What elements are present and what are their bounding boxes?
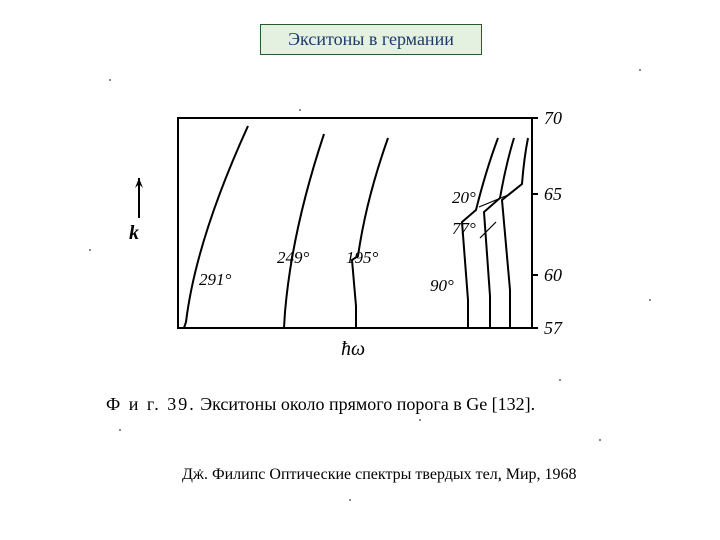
svg-text:65: 65 [544,184,562,204]
svg-text:60: 60 [544,265,562,285]
svg-text:70: 70 [544,108,562,128]
svg-text:20°: 20° [452,188,476,207]
x-axis-label: ħω [341,338,365,361]
svg-text:291°: 291° [199,270,232,289]
caption-prefix: Ф и г. 39. [106,394,196,414]
figure-caption: Ф и г. 39. Экситоны около прямого порога… [106,394,535,415]
svg-text:77°: 77° [452,219,476,238]
svg-text:57: 57 [544,318,563,338]
citation-line: Дж. Филипс Оптические спектры твердых те… [182,466,577,484]
y-arrow-label: k [129,222,139,245]
svg-text:249°: 249° [277,248,310,267]
svg-text:90°: 90° [430,276,454,295]
spectrum-plot: 70 65 60 57 291° 249° 195° 90° 77° 20° [0,0,720,540]
svg-text:195°: 195° [346,248,379,267]
caption-text: Экситоны около прямого порога в Ge [132]… [200,394,535,414]
